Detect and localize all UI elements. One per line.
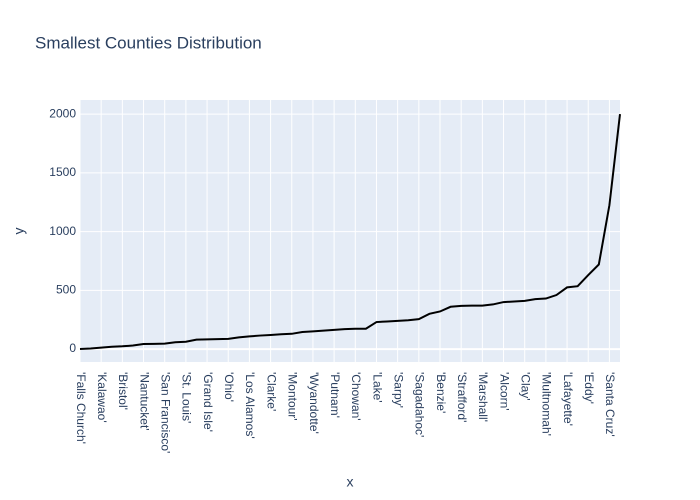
chart-title: Smallest Counties Distribution bbox=[35, 33, 262, 52]
y-tick-label: 1000 bbox=[49, 224, 76, 238]
x-tick-label: 'Chowan' bbox=[349, 372, 363, 421]
x-tick-label: 'Eddy' bbox=[582, 372, 596, 404]
x-tick-label: 'Multnomah' bbox=[540, 372, 554, 436]
x-tick-label: 'St. Louis' bbox=[180, 372, 194, 423]
x-tick-label: 'Falls Church' bbox=[74, 372, 88, 444]
x-tick-label: 'Lake' bbox=[370, 372, 384, 403]
x-tick-label: 'Alcorn' bbox=[497, 372, 511, 411]
x-tick-label: 'Lafayette' bbox=[561, 372, 575, 426]
x-axis-title: x bbox=[347, 474, 354, 490]
x-tick-label: 'Clarke' bbox=[264, 372, 278, 411]
y-tick-label: 2000 bbox=[49, 106, 76, 120]
y-tick-label: 1500 bbox=[49, 165, 76, 179]
x-tick-label: 'Nantucket' bbox=[137, 372, 151, 431]
y-axis-title: y bbox=[11, 228, 27, 235]
x-tick-label: 'Clay' bbox=[519, 372, 533, 401]
x-tick-label: 'Wyandotte' bbox=[307, 372, 321, 434]
y-tick-label: 500 bbox=[56, 283, 76, 297]
x-tick-label: 'Kalawao' bbox=[95, 372, 109, 423]
x-tick-label: 'Strafford' bbox=[455, 372, 469, 422]
x-tick-label: 'Los Alamos' bbox=[243, 372, 257, 439]
x-tick-label: 'Putnam' bbox=[328, 372, 342, 418]
y-tick-label: 0 bbox=[69, 341, 76, 355]
line bbox=[79, 113, 621, 350]
x-tick-label: 'Ohio' bbox=[222, 372, 236, 402]
x-tick-label: 'Marshall' bbox=[476, 372, 490, 422]
x-tick-label: 'San Francisco' bbox=[159, 372, 173, 453]
plot-area bbox=[80, 100, 620, 362]
x-tick-label: 'Sarpy' bbox=[391, 372, 405, 408]
x-tick-label: 'Santa Cruz' bbox=[603, 372, 617, 437]
x-tick-label: 'Montour' bbox=[286, 372, 300, 421]
x-tick-label: 'Grand Isle' bbox=[201, 372, 215, 432]
x-tick-label: 'Benzie' bbox=[434, 372, 448, 413]
x-tick-label: 'Bristol' bbox=[116, 372, 130, 410]
x-tick-label: 'Sagadahoc' bbox=[413, 372, 427, 437]
